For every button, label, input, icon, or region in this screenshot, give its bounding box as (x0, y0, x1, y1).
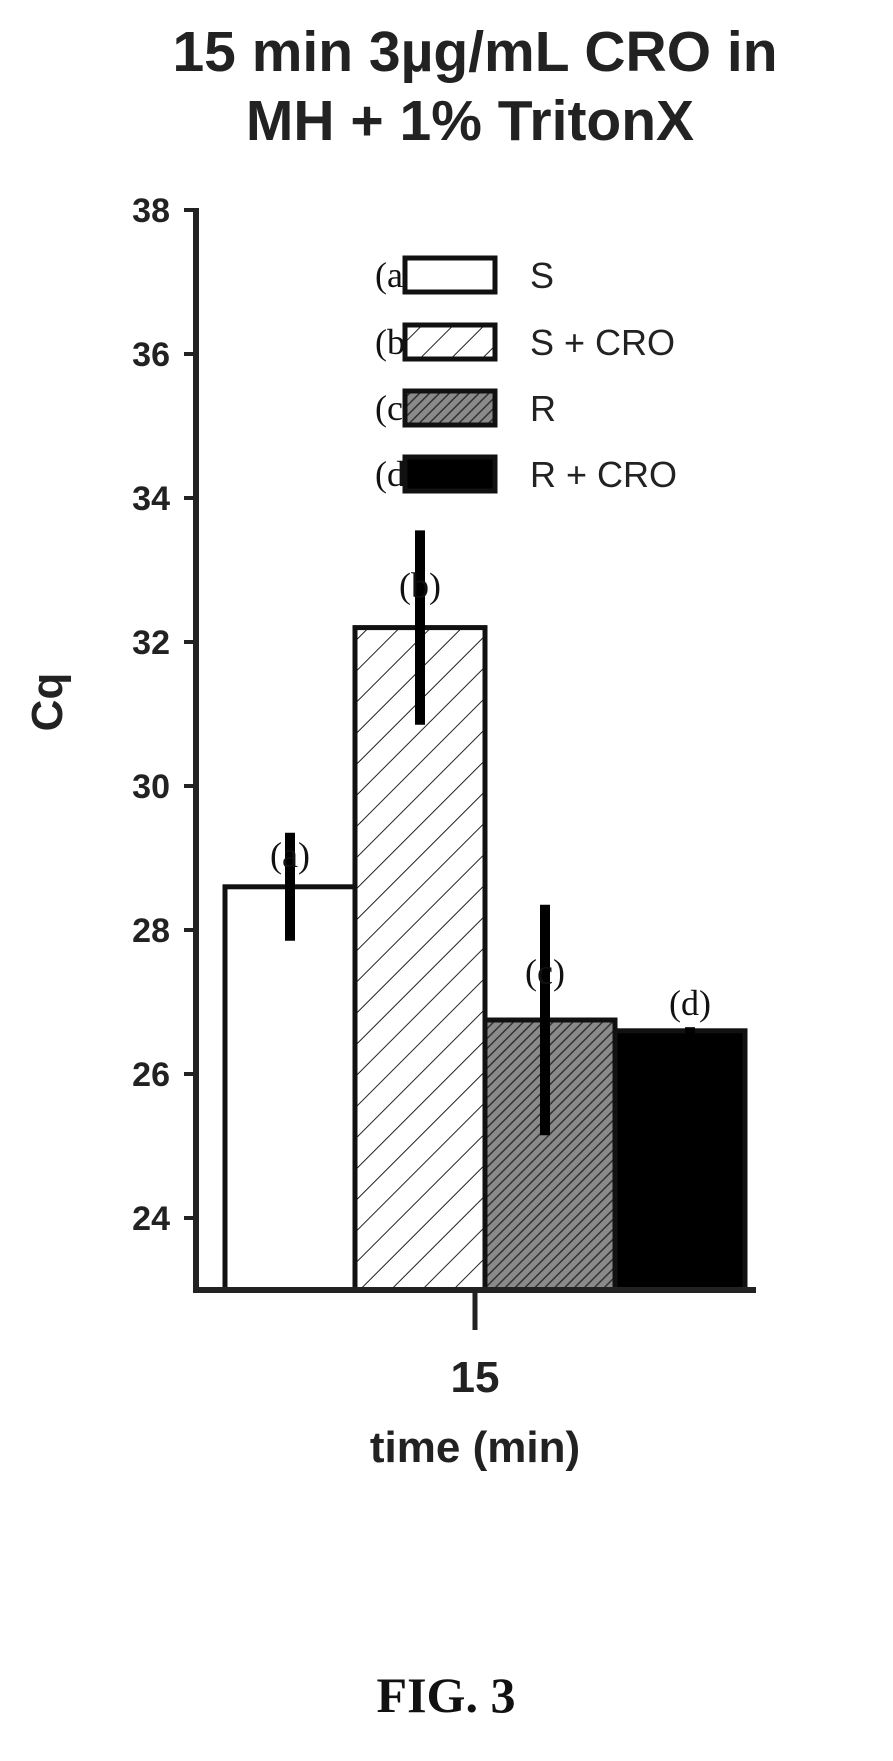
y-tick-label: 30 (132, 768, 170, 806)
y-tick-label: 32 (132, 624, 170, 662)
legend-label: S (530, 255, 554, 296)
y-axis-ticks: 24 26 28 30 32 34 36 38 (132, 192, 196, 1238)
bar (352, 625, 488, 1293)
chart-title-line-2: MH + 1% TritonX (246, 89, 694, 153)
y-tick-label: 28 (132, 912, 170, 950)
legend: (a) S(b) S + CRO(c) R(d) R + CRO (375, 255, 677, 495)
y-tick-label: 38 (132, 192, 170, 230)
figure-caption: FIG. 3 (377, 1667, 516, 1723)
x-axis-label: time (min) (370, 1423, 580, 1472)
legend-label: R (530, 388, 556, 429)
x-tick-label: 15 (451, 1353, 500, 1402)
bar-letter-label: (a) (270, 835, 310, 875)
legend-swatch (402, 454, 498, 494)
y-tick-label: 36 (132, 336, 170, 374)
legend-label: R + CRO (530, 454, 677, 495)
bar-letter-label: (b) (399, 566, 441, 606)
bar (222, 884, 358, 1293)
bar-letter-label: (d) (669, 983, 711, 1023)
bar (612, 1028, 748, 1293)
legend-swatch (402, 388, 498, 428)
legend-label: S + CRO (530, 322, 675, 363)
legend-swatch (402, 255, 498, 295)
y-tick-label: 24 (132, 1200, 170, 1238)
y-tick-label: 26 (132, 1056, 170, 1094)
y-tick-label: 34 (132, 480, 170, 518)
legend-swatch (402, 322, 498, 362)
y-axis-label: Cq (23, 673, 72, 732)
bars: (a) (b) (c) (d) (222, 530, 748, 1293)
axes: 15 (193, 208, 756, 1402)
chart-title-line-1: 15 min 3µg/mL CRO in (172, 20, 777, 84)
bar-letter-label: (c) (525, 952, 565, 992)
